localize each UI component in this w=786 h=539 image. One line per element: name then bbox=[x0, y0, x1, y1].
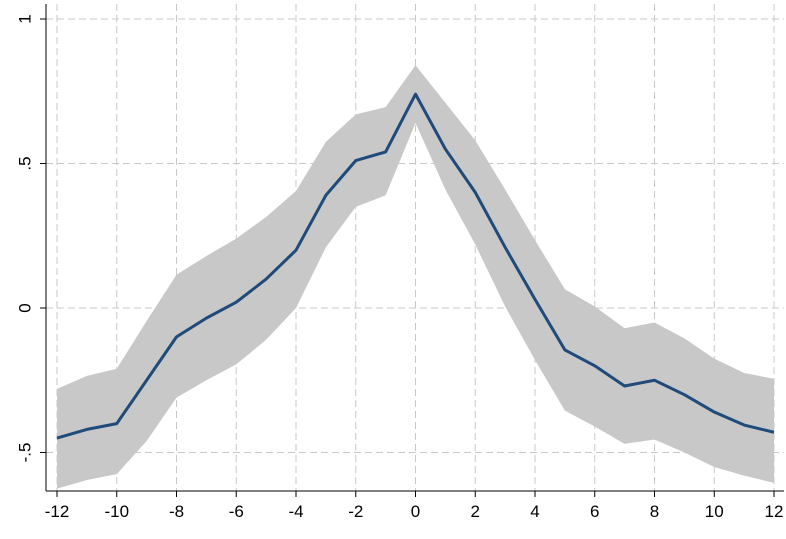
x-tick-label: 4 bbox=[530, 502, 539, 521]
axes: -12 -10 -8 -6 -4 -2 0 2 4 6 8 10 12 -.5 0 .5 1 bbox=[15, 4, 784, 521]
y-tick-label: .5 bbox=[15, 156, 34, 170]
x-tick-label: -8 bbox=[169, 502, 184, 521]
x-tick-label: -12 bbox=[45, 502, 70, 521]
x-tick-label: -2 bbox=[348, 502, 363, 521]
x-tick-label: 12 bbox=[765, 502, 784, 521]
x-tick-label: 10 bbox=[705, 502, 724, 521]
series-line bbox=[56, 92, 775, 440]
grid bbox=[46, 4, 784, 491]
y-tick-label: 0 bbox=[15, 303, 34, 312]
y-tick-label: 1 bbox=[15, 14, 34, 23]
confidence-band-area bbox=[57, 65, 774, 489]
series-line-path bbox=[56, 92, 775, 440]
confidence-band bbox=[57, 65, 774, 489]
x-tick-label: 2 bbox=[471, 502, 480, 521]
x-tick-label: 8 bbox=[650, 502, 659, 521]
x-tick-label: -6 bbox=[229, 502, 244, 521]
x-tick-label: -10 bbox=[104, 502, 129, 521]
x-tick-label: 6 bbox=[590, 502, 599, 521]
y-tick-label: -.5 bbox=[15, 443, 34, 463]
x-tick-label: 0 bbox=[411, 502, 420, 521]
x-tick-label: -4 bbox=[288, 502, 303, 521]
